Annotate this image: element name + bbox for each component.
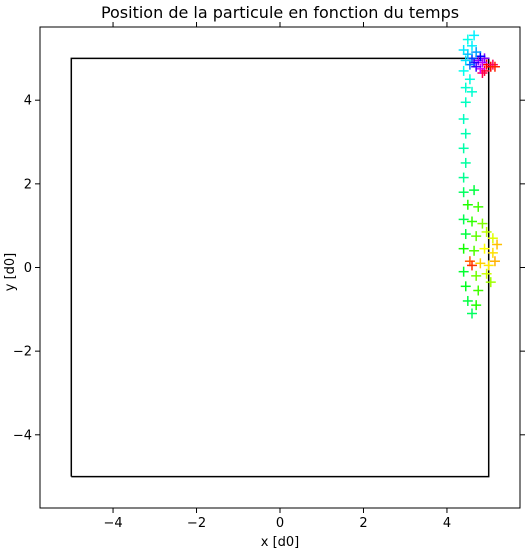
data-point xyxy=(475,51,486,62)
data-point xyxy=(489,256,500,267)
data-point xyxy=(487,233,498,244)
data-point xyxy=(477,57,488,68)
data-point xyxy=(469,245,480,256)
data-point xyxy=(458,143,469,154)
data-point xyxy=(473,201,484,212)
data-point xyxy=(469,185,480,196)
data-point xyxy=(458,187,469,198)
x-tick-label: 4 xyxy=(443,516,451,531)
y-tick-label: 2 xyxy=(24,177,32,192)
x-tick-label: −4 xyxy=(103,516,122,531)
y-tick-label: 4 xyxy=(24,94,32,109)
y-axis-label: y [d0] xyxy=(3,253,18,292)
data-point xyxy=(467,86,477,97)
data-point xyxy=(471,61,482,72)
data-point xyxy=(469,57,480,68)
data-point xyxy=(477,218,488,229)
x-tick-label: −2 xyxy=(187,516,206,531)
data-point xyxy=(479,53,490,64)
x-axis-label: x [d0] xyxy=(261,535,300,550)
data-point xyxy=(475,63,486,74)
data-point xyxy=(483,260,494,271)
x-axis-ticks: −4 −2 0 2 4 xyxy=(103,22,451,531)
data-point xyxy=(467,260,477,271)
data-point xyxy=(462,295,473,306)
x-tick-label: 0 xyxy=(276,516,284,531)
data-point xyxy=(460,229,471,240)
data-point xyxy=(462,199,473,210)
data-point xyxy=(487,59,498,70)
data-point xyxy=(479,65,490,76)
plot-frame xyxy=(39,26,521,509)
data-point xyxy=(487,247,498,258)
data-point xyxy=(458,65,469,76)
data-point xyxy=(462,49,473,60)
data-point xyxy=(460,82,471,93)
y-axis-ticks: −4 −2 0 2 4 xyxy=(13,94,525,443)
data-point xyxy=(481,268,492,279)
data-point xyxy=(475,258,486,269)
data-point xyxy=(471,47,482,58)
chart-title: Position de la particule en fonction du … xyxy=(101,3,459,22)
data-point xyxy=(460,281,471,292)
data-point xyxy=(458,114,469,125)
y-tick-label: −4 xyxy=(13,428,32,443)
data-point xyxy=(473,55,484,66)
data-point xyxy=(485,277,496,288)
data-point xyxy=(464,59,475,70)
data-point xyxy=(458,266,469,277)
y-tick-label: −2 xyxy=(13,345,32,360)
boundary-box xyxy=(70,57,490,478)
y-tick-label: 0 xyxy=(24,261,32,276)
data-point xyxy=(469,30,480,41)
data-point xyxy=(464,74,475,85)
data-point xyxy=(458,45,469,56)
data-point xyxy=(458,214,469,225)
data-point xyxy=(460,128,471,139)
data-point xyxy=(464,256,475,267)
data-point xyxy=(460,55,471,66)
x-tick-label: 2 xyxy=(359,516,367,531)
boundary-box-layer xyxy=(70,57,490,478)
data-point xyxy=(492,239,503,250)
data-point xyxy=(458,243,469,254)
data-point xyxy=(458,172,469,183)
data-point xyxy=(467,40,477,51)
data-point xyxy=(471,300,482,311)
data-point xyxy=(471,231,482,242)
data-point xyxy=(473,285,484,296)
data-points-layer xyxy=(458,30,503,319)
data-point xyxy=(460,157,471,168)
data-point xyxy=(467,53,477,64)
data-point xyxy=(460,97,471,108)
data-point xyxy=(467,216,477,227)
data-point xyxy=(462,34,473,45)
data-point xyxy=(481,226,492,237)
data-point xyxy=(471,270,482,281)
data-point xyxy=(489,61,500,72)
data-point xyxy=(467,308,477,319)
data-point xyxy=(479,243,490,254)
data-point xyxy=(477,68,488,79)
